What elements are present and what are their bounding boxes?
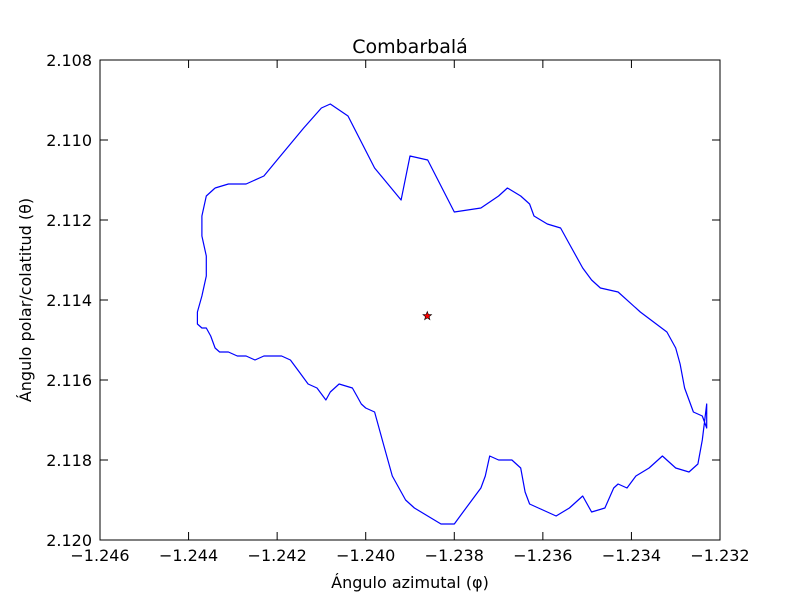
plot-area-frame	[99, 59, 721, 541]
x-tick-label: −1.244	[159, 546, 218, 565]
y-tick-label: 2.110	[46, 131, 92, 150]
x-tick-label: −1.238	[425, 546, 484, 565]
y-axis-ticks: 2.108 2.110 2.112 2.114 2.116 2.118 2.120	[46, 51, 720, 550]
chart-title: Combarbalá	[352, 36, 468, 58]
y-tick-label: 2.112	[46, 211, 92, 230]
boundary-line	[196, 103, 708, 525]
x-axis-ticks: −1.246 −1.244 −1.242 −1.240 −1.238 −1.236 −1.2…	[70, 60, 750, 565]
data-series	[196, 103, 708, 525]
x-tick-label: −1.240	[336, 546, 395, 565]
x-tick-label: −1.246	[70, 546, 129, 565]
y-tick-label: 2.114	[46, 291, 92, 310]
x-tick-label: −1.232	[690, 546, 749, 565]
y-axis-label: Ángulo polar/colatitud (θ)	[16, 198, 35, 402]
x-axis-label: Ángulo azimutal (φ)	[331, 573, 489, 592]
x-tick-label: −1.236	[513, 546, 572, 565]
x-tick-label: −1.242	[248, 546, 307, 565]
y-tick-label: 2.120	[46, 531, 92, 550]
y-tick-label: 2.118	[46, 451, 92, 470]
x-tick-label: −1.234	[602, 546, 661, 565]
center-star-marker	[422, 310, 433, 321]
y-tick-label: 2.108	[46, 51, 92, 70]
y-tick-label: 2.116	[46, 371, 92, 390]
